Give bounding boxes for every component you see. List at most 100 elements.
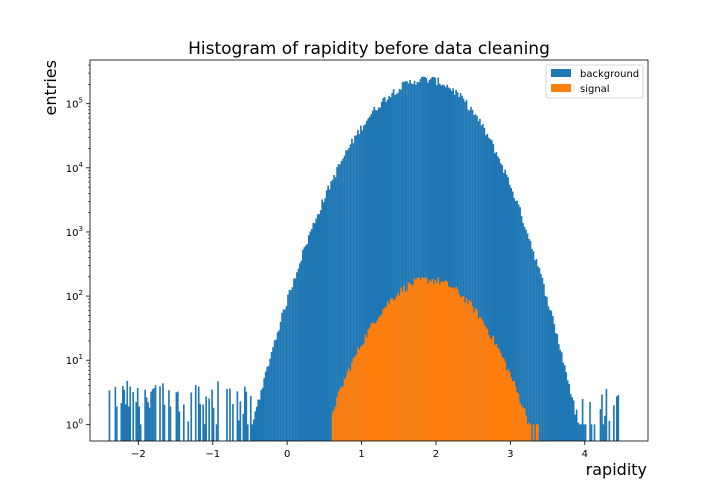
bar-background bbox=[380, 101, 383, 442]
bar-signal bbox=[354, 356, 356, 441]
bar-background bbox=[275, 339, 277, 441]
bar-background bbox=[474, 114, 477, 441]
bar-background bbox=[178, 411, 181, 441]
bar-signal bbox=[388, 303, 390, 441]
bar-background bbox=[215, 424, 218, 441]
bar-background bbox=[532, 251, 535, 441]
bar-signal bbox=[400, 287, 402, 441]
bar-background bbox=[254, 411, 257, 441]
bar-background bbox=[257, 399, 260, 441]
bar-background bbox=[386, 99, 389, 442]
bar-background bbox=[553, 324, 556, 441]
bar-background bbox=[577, 422, 579, 441]
bar-background bbox=[258, 399, 261, 441]
bar-background bbox=[327, 185, 329, 441]
bar-background bbox=[403, 81, 405, 442]
bar-background bbox=[272, 347, 274, 441]
bar-background bbox=[313, 223, 316, 441]
bar-background bbox=[349, 144, 352, 441]
bar-signal bbox=[422, 278, 425, 441]
bar-background bbox=[440, 85, 443, 441]
bar-signal bbox=[357, 347, 359, 441]
bar-background bbox=[287, 294, 289, 441]
bar-signal bbox=[343, 379, 346, 441]
bar-signal bbox=[371, 323, 374, 441]
bar-signal bbox=[412, 285, 414, 441]
bar-signal bbox=[453, 288, 456, 441]
bar-background bbox=[116, 406, 118, 441]
bar-background bbox=[151, 389, 154, 441]
bar-background bbox=[345, 150, 347, 441]
bar-background bbox=[520, 216, 523, 441]
bar-background bbox=[261, 387, 264, 441]
bar-background bbox=[471, 109, 474, 441]
bar-background bbox=[465, 99, 468, 441]
bar-background bbox=[377, 107, 380, 442]
bar-background bbox=[351, 138, 353, 441]
bar-background bbox=[319, 210, 322, 441]
bar-signal bbox=[516, 392, 518, 441]
bar-signal bbox=[510, 377, 512, 441]
bar-signal bbox=[401, 291, 404, 441]
bar-signal bbox=[367, 329, 370, 441]
bar-signal bbox=[431, 279, 434, 441]
bar-background bbox=[537, 266, 539, 441]
bar-background bbox=[482, 124, 484, 442]
bar-background bbox=[366, 120, 368, 441]
bar-background bbox=[379, 107, 382, 441]
bar-background bbox=[154, 385, 157, 441]
bar-background bbox=[495, 151, 498, 441]
bar-background bbox=[543, 284, 545, 441]
bar-signal bbox=[370, 323, 373, 441]
bar-background bbox=[212, 407, 215, 441]
bar-background bbox=[336, 167, 338, 441]
bar-background bbox=[363, 125, 365, 442]
bar-background bbox=[456, 92, 459, 442]
bar-background bbox=[462, 98, 465, 441]
bar-background bbox=[552, 315, 554, 441]
bar-background bbox=[568, 383, 571, 441]
bar-background bbox=[246, 424, 249, 441]
legend: background signal bbox=[545, 64, 644, 99]
bar-background bbox=[514, 200, 517, 441]
bar-background bbox=[608, 421, 611, 441]
bar-signal bbox=[502, 358, 505, 441]
bar-background bbox=[285, 306, 288, 441]
bar-background bbox=[534, 260, 536, 441]
y-tick-label: 103 bbox=[66, 225, 83, 239]
bar-background bbox=[229, 388, 231, 441]
bar-background bbox=[425, 77, 428, 442]
bar-background bbox=[590, 424, 593, 441]
bar-signal bbox=[461, 296, 463, 441]
bar-signal bbox=[391, 297, 393, 441]
bar-signal bbox=[526, 423, 529, 441]
bar-background bbox=[455, 89, 457, 441]
bar-background bbox=[523, 226, 526, 441]
bar-signal bbox=[339, 388, 341, 441]
bar-background bbox=[211, 389, 213, 441]
bar-background bbox=[138, 406, 140, 441]
bar-background bbox=[260, 390, 263, 441]
bar-signal bbox=[337, 391, 340, 441]
bar-background bbox=[559, 349, 562, 441]
bar-background bbox=[560, 352, 563, 441]
bar-signal bbox=[505, 370, 508, 441]
bar-background bbox=[584, 424, 587, 441]
bar-background bbox=[511, 191, 514, 441]
bar-background bbox=[525, 229, 527, 441]
bar-signal bbox=[366, 337, 368, 441]
bar-background bbox=[217, 381, 219, 441]
bar-background bbox=[276, 332, 279, 441]
x-tick-label: 4 bbox=[582, 449, 588, 460]
bar-signal bbox=[437, 277, 440, 441]
bar-signal bbox=[485, 326, 487, 441]
bar-signal bbox=[403, 285, 405, 441]
bar-background bbox=[563, 365, 566, 441]
bar-background bbox=[126, 381, 129, 441]
bar-background bbox=[121, 386, 124, 441]
bar-signal bbox=[342, 386, 344, 441]
bar-background bbox=[398, 88, 401, 442]
bar-background bbox=[371, 110, 374, 441]
bar-background bbox=[307, 235, 310, 441]
bar-signal bbox=[379, 315, 382, 441]
